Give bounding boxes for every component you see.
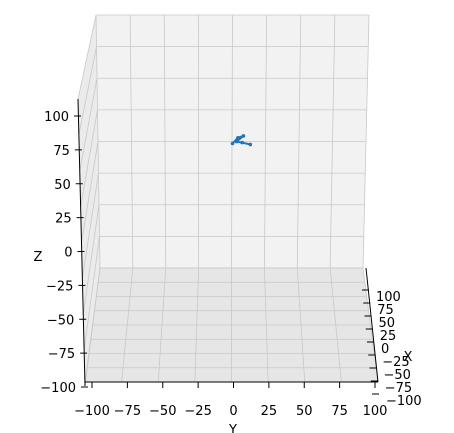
y-tick-label: −75 <box>114 404 141 419</box>
z-tick-label: −50 <box>47 313 74 328</box>
side-grid-line-z <box>81 141 99 243</box>
side-grid-line-z <box>77 14 97 100</box>
y-tick-label: 0 <box>229 404 237 419</box>
y-tick-label: 25 <box>261 404 278 419</box>
z-tick-label: −75 <box>48 347 75 362</box>
tick-labels: −100 −75 −50 −25 0 25 50 75 100−100−75−50−250255… <box>40 110 421 419</box>
x-tick-label: 25 <box>380 329 397 344</box>
z-axis-label: Z <box>34 250 43 265</box>
data-point <box>236 136 240 140</box>
x-tick-label: −100 <box>386 394 422 409</box>
x-tick-label: 0 <box>381 342 389 357</box>
y-tick-label: −100 <box>74 404 110 419</box>
y-tick-label: 50 <box>296 404 313 419</box>
data-point <box>241 134 246 138</box>
x-tick-label: −25 <box>382 355 409 370</box>
x-tick-label: −50 <box>384 368 411 383</box>
z-tick-label: −100 <box>40 381 76 396</box>
z-tick-label: 100 <box>44 110 69 125</box>
z-axis-line <box>77 98 86 387</box>
x-axis-line <box>365 267 379 383</box>
x-tick-label: −75 <box>385 381 412 396</box>
z-tick-label: −25 <box>46 279 73 294</box>
data-point <box>234 139 239 144</box>
data-series <box>230 134 253 147</box>
z-tick-label: 50 <box>54 178 71 193</box>
y-tick-label: 75 <box>331 404 348 419</box>
side-wall <box>78 15 100 386</box>
axis-lines <box>77 98 379 387</box>
side-grid-line-z <box>82 204 100 315</box>
y-axis-label: Y <box>228 423 237 433</box>
x-tick-label: 50 <box>379 316 396 331</box>
z-tick-label: 25 <box>55 212 72 227</box>
grid-lines <box>77 14 379 387</box>
data-point <box>230 141 235 146</box>
x-tick-label: 75 <box>377 303 394 318</box>
y-tick-label: −25 <box>184 404 211 419</box>
x-axis-label: X <box>404 350 413 365</box>
data-point <box>240 140 244 145</box>
data-point <box>248 142 253 147</box>
side-grid-line-z <box>79 78 98 171</box>
x-tick-label: 100 <box>376 290 401 305</box>
z-tick-label: 75 <box>53 144 70 159</box>
z-tick-label: 0 <box>64 246 72 261</box>
side-grid-line-z <box>81 173 99 279</box>
y-tick-label: 100 <box>363 404 388 419</box>
side-grid-line-z <box>83 236 100 351</box>
y-tick-label: −50 <box>149 404 176 419</box>
side-grid-line-z <box>80 109 98 207</box>
side-grid-line-z <box>78 46 97 135</box>
